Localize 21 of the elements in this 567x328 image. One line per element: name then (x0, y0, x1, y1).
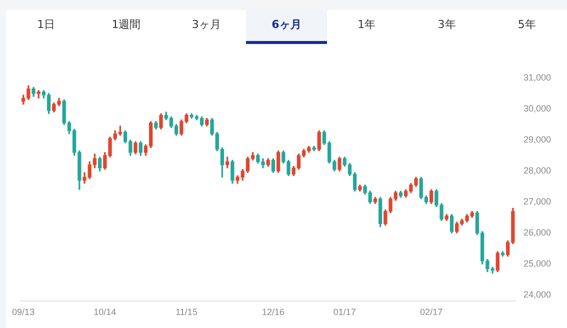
y-tick-label: 24,000 (523, 289, 552, 300)
text: 3ヶ月 (190, 17, 222, 33)
x-tick-label: 01/17 (333, 307, 356, 318)
text: 1日 (36, 17, 56, 33)
x-tick-label: 09/13 (12, 307, 35, 318)
text: 3年 (436, 17, 457, 33)
text: 1週間 (110, 17, 142, 33)
text: 1年 (356, 17, 377, 33)
x-tick-label: 10/14 (94, 307, 116, 318)
y-tick-label: 30,000 (523, 103, 552, 114)
x-tick-label: 11/15 (176, 307, 198, 318)
x-tick-label: 12/16 (262, 307, 284, 318)
y-tick-label: 25,000 (523, 258, 552, 268)
text: 5年 (516, 17, 537, 33)
text: 6ヶ月 (246, 10, 327, 44)
y-tick-label: 28,000 (523, 165, 552, 176)
x-tick-label: 02/17 (420, 307, 443, 318)
y-tick-label: 29,000 (523, 134, 552, 144)
y-tick-label: 26,000 (523, 227, 552, 238)
y-tick-label: 31,000 (523, 72, 552, 82)
y-tick-label: 27,000 (523, 196, 552, 206)
